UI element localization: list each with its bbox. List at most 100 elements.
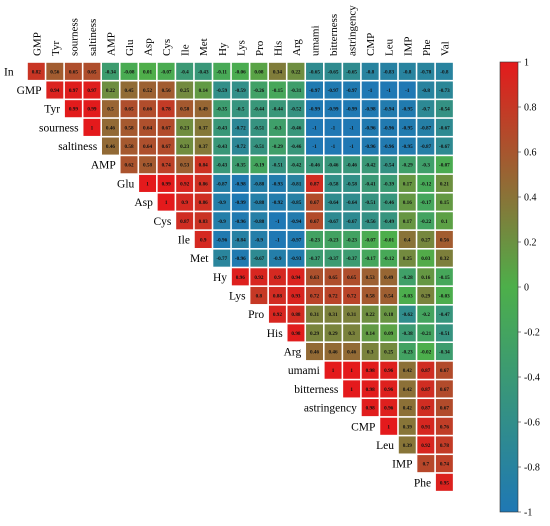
heatmap-cell (157, 174, 175, 192)
cell-value-label: -0.9 (273, 256, 282, 262)
heatmap-cell (120, 137, 138, 155)
row-label: Tyr (44, 104, 60, 116)
column-label: saltiness (87, 19, 99, 56)
heatmap-cell (380, 118, 398, 136)
cell-value-label: 0.31 (310, 312, 319, 318)
cell-value-label: -0.97 (291, 237, 302, 243)
heatmap-cell (417, 212, 435, 230)
cell-value-label: -0.51 (439, 331, 450, 337)
heatmap-cell (176, 212, 194, 230)
cell-value-label: -0.95 (402, 125, 413, 131)
heatmap-cell (306, 249, 323, 267)
heatmap-cell (231, 81, 249, 99)
cell-value-label: 0.99 (87, 107, 96, 113)
row-label: Hy (213, 272, 227, 284)
cell-value-label: 0.67 (440, 368, 449, 374)
cell-value-label: 0.46 (347, 350, 356, 356)
colorbar-tick-label: -0.2 (524, 328, 540, 339)
cell-value-label: -0.93 (272, 181, 283, 187)
heatmap-cell (324, 62, 342, 80)
row-label: Met (190, 253, 209, 265)
column-label: His (272, 41, 284, 56)
heatmap-cell (157, 62, 175, 80)
heatmap-cell (120, 81, 138, 99)
cell-value-label: 0.29 (421, 294, 430, 300)
heatmap-cell (361, 268, 379, 286)
heatmap-cell (398, 193, 416, 211)
heatmap-cell (213, 137, 231, 155)
cell-value-label: 0.42 (403, 387, 412, 393)
heatmap-cell (213, 81, 231, 99)
cell-value-label: 0.72 (347, 294, 356, 300)
heatmap-cell (194, 81, 212, 99)
cell-value-label: 0.97 (87, 88, 96, 94)
cell-value-label: -0.98 (235, 181, 246, 187)
heatmap-cell (64, 100, 82, 118)
cell-value-label: -1 (349, 144, 354, 150)
heatmap-cell (380, 156, 398, 174)
cell-value-label: 0.98 (366, 387, 375, 393)
heatmap-cell (139, 137, 157, 155)
cell-value-label: 0.66 (143, 107, 152, 113)
cell-value-label: 0.65 (124, 107, 133, 113)
cell-value-label: -0.12 (420, 181, 431, 187)
heatmap-cell (398, 343, 416, 361)
heatmap-cell (250, 62, 268, 80)
heatmap-cell (343, 230, 361, 248)
colorbar-tick-label: 0.2 (524, 238, 537, 249)
heatmap-cell (435, 156, 453, 174)
cell-value-label: -0.9 (218, 200, 227, 206)
cell-value-label: -0.67 (346, 219, 357, 225)
heatmap-cell (213, 156, 231, 174)
heatmap-cell (250, 212, 268, 230)
cell-value-label: 0.67 (162, 144, 171, 150)
heatmap-cell (417, 436, 435, 454)
cell-value-label: 0.65 (69, 69, 78, 75)
heatmap-cell (343, 62, 361, 80)
cell-value-label: -0.3 (273, 125, 282, 131)
cell-value-label: 0.78 (440, 443, 449, 449)
cell-value-label: -0.96 (383, 125, 394, 131)
heatmap-cell (361, 230, 379, 248)
cell-value-label: 0.97 (69, 88, 78, 94)
cell-value-label: -1 (331, 125, 336, 131)
row-label: CMP (351, 421, 375, 433)
cell-value-label: 0.58 (366, 294, 375, 300)
cell-value-label: 1 (146, 181, 149, 187)
cell-value-label: -1 (275, 219, 280, 225)
cell-value-label: -0.64 (346, 200, 357, 206)
cell-value-label: -1 (312, 125, 317, 131)
heatmap-cell (157, 100, 175, 118)
cell-value-label: 0.67 (440, 387, 449, 393)
heatmap-cell (231, 118, 249, 136)
cell-value-label: 0.23 (180, 125, 189, 131)
cell-value-label: 0.45 (124, 88, 133, 94)
heatmap-cell (287, 286, 305, 305)
heatmap-cell (343, 249, 361, 267)
heatmap-cell (435, 473, 453, 491)
cell-value-label: -0.52 (291, 107, 302, 113)
heatmap-cell (380, 230, 398, 248)
heatmap-cell (398, 100, 416, 118)
cell-value-label: -0.49 (383, 219, 394, 225)
heatmap-cell (306, 62, 323, 80)
heatmap-cell (343, 81, 361, 99)
heatmap-cell (324, 212, 342, 230)
cell-value-label: -0.96 (216, 237, 227, 243)
row-label: bitterness (294, 384, 339, 396)
cell-value-label: -0.19 (253, 163, 264, 169)
heatmap-cell (231, 100, 249, 118)
cell-value-label: -0.47 (439, 312, 450, 318)
cell-value-label: -0.12 (383, 256, 394, 262)
cell-value-label: 0.4 (404, 237, 411, 243)
cell-value-label: -0.4 (181, 69, 190, 75)
cell-value-label: 0.9 (181, 200, 188, 206)
cell-value-label: 0.21 (440, 181, 449, 187)
cell-value-label: 0.31 (329, 312, 338, 318)
cell-value-label: -0.37 (346, 256, 357, 262)
heatmap-cell (176, 174, 194, 192)
heatmap-cells: 0.82 0.56 0.65 0.65 -0.34 -0.08 0.01 -0.07 -0.4 -… (27, 62, 453, 491)
cell-value-label: -0.96 (235, 256, 246, 262)
cell-value-label: -0.17 (420, 200, 431, 206)
heatmap-cell (102, 62, 119, 80)
